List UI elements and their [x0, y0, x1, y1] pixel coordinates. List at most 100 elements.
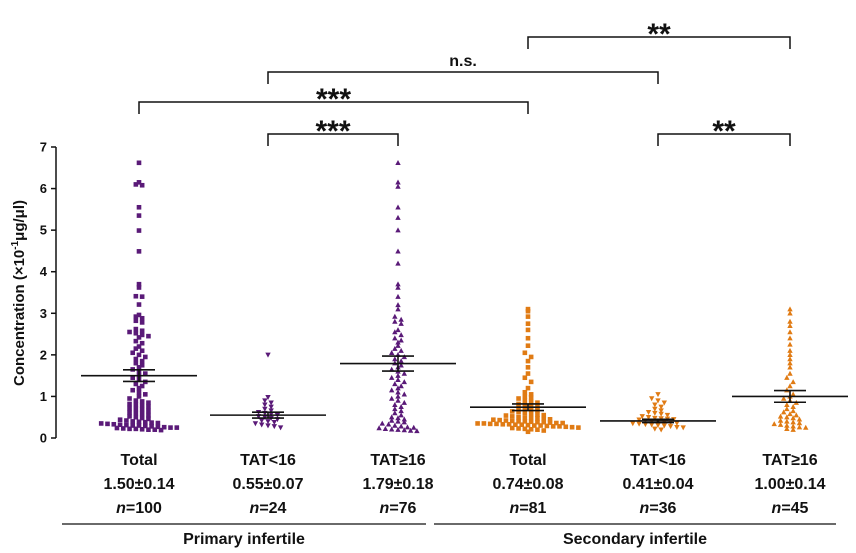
group-label: Secondary infertile — [563, 531, 707, 548]
data-point — [146, 333, 151, 339]
data-point — [522, 406, 528, 412]
y-tick-label: 0 — [40, 431, 47, 446]
data-point — [655, 392, 661, 398]
data-point — [784, 426, 790, 432]
category-mean-sem: 1.00±0.14 — [754, 476, 825, 493]
data-point — [271, 424, 277, 430]
data-point — [392, 422, 398, 428]
data-point — [395, 327, 401, 333]
data-point — [516, 405, 521, 411]
data-point — [268, 400, 274, 406]
data-point — [509, 418, 515, 424]
data-point — [398, 408, 404, 414]
data-point — [664, 412, 671, 418]
category-mean-sem: 1.50±0.14 — [103, 476, 174, 493]
data-point — [525, 321, 531, 326]
data-point — [658, 427, 664, 433]
data-point — [111, 421, 117, 427]
data-point — [395, 179, 401, 185]
category-mean-sem: 0.55±0.07 — [232, 476, 303, 493]
data-point — [133, 381, 139, 387]
y-tick-label: 2 — [40, 347, 47, 362]
data-point — [133, 426, 139, 432]
data-point — [525, 358, 531, 364]
series-group — [340, 159, 456, 434]
data-point — [395, 302, 401, 308]
data-point — [146, 404, 151, 410]
data-point — [784, 418, 790, 424]
data-point — [790, 379, 796, 385]
significance-bracket — [657, 133, 791, 146]
data-point — [136, 335, 142, 340]
data-point — [139, 415, 145, 421]
data-point — [784, 414, 790, 420]
data-point — [487, 421, 493, 427]
data-point — [155, 420, 161, 426]
data-point — [787, 356, 793, 362]
data-point — [398, 404, 404, 410]
data-point — [636, 417, 642, 423]
data-point — [401, 399, 407, 405]
significance-bracket — [267, 71, 659, 84]
data-point — [395, 389, 401, 395]
data-point — [139, 383, 145, 389]
data-point — [395, 397, 401, 403]
series-group — [210, 352, 326, 431]
data-point — [389, 426, 395, 432]
data-point — [528, 399, 534, 404]
data-point — [143, 392, 148, 397]
data-point — [398, 337, 404, 343]
data-point — [796, 420, 803, 426]
data-point — [139, 315, 145, 321]
data-point — [259, 422, 265, 428]
data-point — [500, 421, 506, 427]
series-group — [732, 306, 848, 432]
data-point — [130, 387, 135, 393]
data-point — [503, 413, 509, 418]
data-point — [398, 320, 404, 326]
data-point — [395, 377, 401, 382]
data-point — [130, 419, 135, 424]
data-point — [136, 285, 142, 290]
data-point — [528, 394, 534, 400]
data-point — [522, 419, 528, 424]
data-point — [658, 408, 664, 414]
data-point — [392, 356, 398, 362]
data-point — [554, 420, 559, 426]
data-point — [389, 417, 395, 423]
significance-label: *** — [316, 83, 351, 116]
data-point — [787, 318, 793, 324]
data-point — [133, 314, 139, 319]
data-point — [528, 354, 534, 360]
data-point — [407, 427, 414, 433]
data-point — [395, 393, 401, 399]
data-point — [133, 356, 139, 362]
data-point — [127, 329, 132, 335]
data-point — [784, 401, 790, 407]
data-point — [401, 370, 407, 376]
data-point — [516, 409, 521, 415]
y-axis-label-unit: μg/μl) — [11, 200, 28, 241]
category-n-value: =36 — [649, 500, 676, 517]
data-point — [149, 420, 154, 425]
data-point — [395, 342, 401, 348]
data-point — [796, 424, 803, 430]
data-point — [522, 389, 528, 395]
data-point — [395, 415, 401, 421]
data-point — [395, 248, 401, 254]
data-point — [105, 421, 110, 427]
y-tick-label: 5 — [40, 223, 47, 238]
data-point — [136, 228, 142, 233]
data-point — [395, 281, 401, 287]
data-point — [547, 416, 553, 422]
data-point — [133, 360, 139, 366]
category-n: n=36 — [640, 500, 677, 517]
data-point — [522, 350, 528, 356]
data-point — [136, 365, 142, 370]
data-point — [522, 402, 528, 408]
data-point — [398, 383, 404, 389]
data-point — [652, 406, 658, 412]
data-point — [411, 424, 417, 430]
data-point — [541, 416, 547, 422]
